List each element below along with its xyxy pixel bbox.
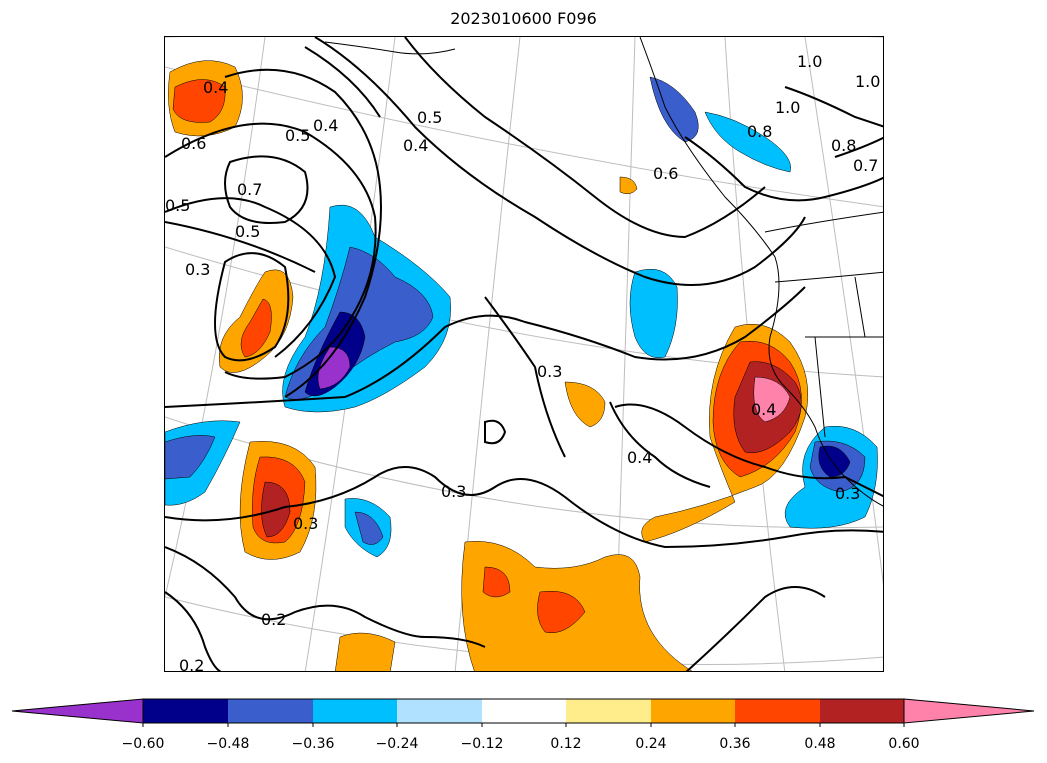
colorbar-tick-label: −0.36 — [291, 736, 335, 752]
contour-label: 0.6 — [181, 134, 206, 153]
contour-line — [484, 296, 566, 458]
contour-label: 0.6 — [653, 164, 678, 183]
colorbar-tick-label: −0.24 — [375, 736, 419, 752]
contour-line — [224, 68, 382, 398]
contour-label: 1.0 — [775, 98, 800, 117]
colorbar-segment — [566, 699, 651, 723]
contour-label: 0.4 — [203, 78, 228, 97]
contour-label: 0.8 — [747, 122, 772, 141]
state-border — [814, 336, 826, 438]
state-border — [774, 271, 883, 283]
region-royal-blue — [165, 435, 216, 480]
region-orange — [335, 632, 396, 671]
contour-line — [484, 419, 507, 445]
map-panel[interactable]: 0.4 0.6 0.5 0.4 0.7 0.5 0.5 0.3 0.5 0.4 … — [164, 36, 884, 672]
colorbar-segment — [735, 699, 820, 723]
contour-lines — [165, 37, 883, 671]
contour-label: 0.4 — [313, 116, 338, 135]
map-canvas[interactable]: 0.4 0.6 0.5 0.4 0.7 0.5 0.5 0.3 0.5 0.4 … — [165, 37, 884, 672]
contour-line — [614, 403, 883, 498]
contour-label: 1.0 — [797, 52, 822, 71]
region-pink — [753, 376, 791, 423]
filled-regions — [165, 60, 878, 671]
contour-label: 0.3 — [293, 514, 318, 533]
contour-line — [685, 586, 826, 671]
contour-line — [834, 136, 883, 158]
contour-label: 0.2 — [261, 610, 286, 629]
coastlines — [324, 37, 883, 507]
contour-label: 0.4 — [627, 448, 652, 467]
contour-line — [165, 546, 486, 648]
contour-line — [165, 466, 883, 549]
contour-line — [404, 37, 766, 239]
state-border — [764, 211, 883, 233]
contour-label: 0.4 — [751, 400, 776, 419]
coastline — [324, 41, 456, 55]
region-royal-blue — [649, 76, 699, 143]
contour-label: 0.3 — [185, 260, 210, 279]
colorbar-outline — [142, 698, 905, 724]
contour-line — [684, 136, 883, 202]
region-orange-red — [172, 79, 226, 123]
contour-label: 0.5 — [417, 108, 442, 127]
colorbar-tick-label: −0.12 — [460, 736, 504, 752]
region-orange-red — [240, 298, 272, 358]
region-orange — [564, 381, 606, 428]
colorbar-tick-label: −0.60 — [121, 736, 165, 752]
region-orange-red — [482, 566, 511, 598]
contour-label: 0.5 — [285, 126, 310, 145]
contour-line — [165, 122, 377, 380]
contour-line — [314, 37, 806, 286]
colorbar-extend-max — [903, 698, 1035, 724]
contour-label: 0.5 — [165, 196, 190, 215]
region-deep-sky — [704, 111, 791, 173]
contour-line — [224, 155, 309, 224]
contour-label: 0.7 — [853, 156, 878, 175]
colorbar-tick-label: 0.48 — [804, 736, 836, 752]
colorbar-tick-label: 0.12 — [550, 736, 582, 752]
contour-label: 0.8 — [831, 136, 856, 155]
contour-line — [165, 221, 316, 273]
contour-label: 0.5 — [235, 222, 260, 241]
graticule-parallel — [165, 66, 883, 208]
contour-label: 0.4 — [403, 136, 428, 155]
contour-line — [214, 252, 290, 362]
region-royal-blue — [354, 511, 384, 545]
colorbar-tick-label: −0.48 — [206, 736, 250, 752]
graticule-meridian — [165, 37, 266, 598]
contour-line — [165, 286, 806, 408]
colorbar-segment — [228, 699, 313, 723]
region-deep-sky — [629, 268, 678, 359]
contour-label: 0.3 — [537, 362, 562, 381]
contour-labels: 0.4 0.6 0.5 0.4 0.7 0.5 0.5 0.3 0.5 0.4 … — [165, 52, 880, 672]
contour-label: 0.3 — [835, 484, 860, 503]
colorbar-segment — [820, 699, 904, 723]
colorbar-segment — [313, 699, 397, 723]
colorbar-segment — [651, 699, 735, 723]
colorbar-segment — [482, 699, 566, 723]
contour-label: 0.7 — [237, 180, 262, 199]
contour-label: 1.0 — [855, 72, 880, 91]
contour-line — [165, 197, 337, 358]
colorbar-extend-min — [11, 698, 144, 724]
colorbar-segment — [143, 699, 228, 723]
colorbar — [11, 698, 1035, 727]
contour-line — [784, 86, 883, 128]
contour-line — [304, 46, 381, 118]
contour-label: 0.3 — [441, 482, 466, 501]
colorbar-tick-label: 0.36 — [719, 736, 751, 752]
map-title: 2023010600 F096 — [450, 9, 597, 28]
contour-line — [165, 591, 222, 671]
contour-label: 0.2 — [179, 656, 204, 672]
contour-line — [609, 401, 711, 488]
region-orange-red — [537, 590, 586, 634]
region-orange — [619, 176, 638, 195]
colorbar-tick-label: 0.24 — [635, 736, 667, 752]
colorbar-segment — [397, 699, 482, 723]
coastline — [639, 37, 883, 507]
colorbar-tick-label: 0.60 — [888, 736, 920, 752]
state-border — [854, 276, 866, 338]
